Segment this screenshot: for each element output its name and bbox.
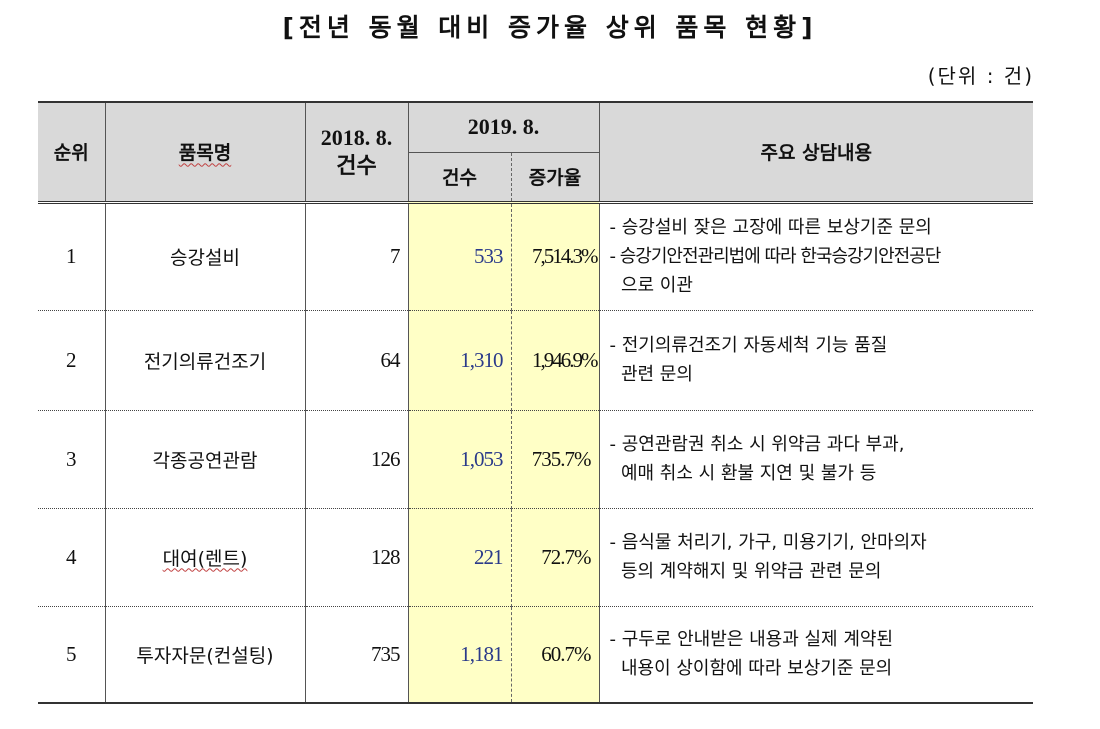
table-row: 5 투자자문(컨설팅) 735 1,181 60.7% - 구두로 안내받은 내… [38, 606, 1033, 704]
header-increase-rate: 증가율 [510, 151, 599, 204]
notes-cell: - 전기의류건조기 자동세척 기능 품질 관련 문의 [598, 310, 1033, 411]
rank-cell: 4 [38, 508, 105, 607]
item-cell: 각종공연관람 [104, 410, 305, 509]
header-details: 주요 상담내용 [598, 101, 1033, 204]
notes-cell: - 음식물 처리기, 가구, 미용기기, 안마의자 등의 계약해지 및 위약금 … [598, 508, 1033, 607]
note-line: 예매 취소 시 환불 지연 및 불가 등 [609, 463, 877, 484]
notes-cell: - 구두로 안내받은 내용과 실제 계약된 내용이 상이함에 따라 보상기준 문… [598, 606, 1033, 704]
item-label: 대여(렌트) [162, 547, 248, 570]
prev-count-cell: 7 [304, 202, 408, 311]
curr-count-cell: 1,053 [407, 410, 511, 509]
item-cell: 대여(렌트) [104, 508, 305, 607]
table-row: 4 대여(렌트) 128 221 72.7% - 음식물 처리기, 가구, 미용… [38, 508, 1033, 607]
rate-cell: 72.7% [510, 508, 599, 607]
curr-count-cell: 221 [407, 508, 511, 607]
note-line: 내용이 상이함에 따라 보상기준 문의 [609, 658, 893, 680]
table-row: 2 전기의류건조기 64 1,310 1,946.9% - 전기의류건조기 자동… [38, 310, 1033, 411]
header-curr-year: 2019. 8. [407, 101, 599, 152]
note-line: - 전기의류건조기 자동세척 기능 품질 [609, 335, 888, 356]
note-line: - 공연관람권 취소 시 위약금 과다 부과, [609, 434, 905, 455]
curr-count-cell: 1,310 [407, 310, 511, 411]
header-item: 품목명 [104, 101, 305, 204]
item-cell: 투자자문(컨설팅) [104, 606, 305, 704]
rate-cell: 60.7% [510, 606, 599, 704]
item-cell: 승강설비 [104, 202, 305, 311]
note-line: 으로 이관 [609, 275, 693, 296]
rank-cell: 3 [38, 410, 105, 509]
rate-cell: 735.7% [510, 410, 599, 509]
unit-label: (단위 : 건) [927, 64, 1034, 88]
curr-count-cell: 533 [407, 202, 511, 311]
note-line: 관련 문의 [609, 364, 693, 385]
prev-count-cell: 735 [304, 606, 408, 704]
header-item-label: 품목명 [178, 142, 232, 165]
note-line: - 승강설비 잦은 고장에 따른 보상기준 문의 [609, 217, 932, 238]
prev-count-cell: 126 [304, 410, 408, 509]
note-line: - 구두로 안내받은 내용과 실제 계약된 [609, 629, 894, 651]
rank-cell: 2 [38, 310, 105, 411]
header-prev-year-count: 건수 [336, 152, 377, 178]
rank-cell: 1 [38, 202, 105, 311]
prev-count-cell: 128 [304, 508, 408, 607]
notes-cell: - 승강설비 잦은 고장에 따른 보상기준 문의 - 승강기안전관리법에 따라 … [598, 202, 1033, 311]
note-line: - 음식물 처리기, 가구, 미용기기, 안마의자 [609, 532, 927, 553]
header-prev-year-date: 2018. 8. [320, 124, 393, 150]
item-cell: 전기의류건조기 [104, 310, 305, 411]
curr-count-cell: 1,181 [407, 606, 511, 704]
header-prev-year: 2018. 8. 건수 [304, 101, 408, 204]
page-title: [전년 동월 대비 증가율 상위 품목 현황] [282, 13, 818, 42]
prev-count-cell: 64 [304, 310, 408, 411]
rate-cell: 1,946.9% [510, 310, 599, 411]
table-row: 1 승강설비 7 533 7,514.3% - 승강설비 잦은 고장에 따른 보… [38, 202, 1033, 311]
rate-cell: 7,514.3% [510, 202, 599, 311]
header-rank: 순위 [38, 101, 105, 204]
header-curr-count: 건수 [407, 151, 511, 204]
rank-cell: 5 [38, 606, 105, 704]
note-line: - 승강기안전관리법에 따라 한국승강기안전공단 [609, 246, 942, 267]
increase-rate-table: 순위 품목명 2018. 8. 건수 2019. 8. 주요 상담내용 건수 증… [38, 101, 1033, 704]
note-line: 등의 계약해지 및 위약금 관련 문의 [609, 561, 882, 582]
table-row: 3 각종공연관람 126 1,053 735.7% - 공연관람권 취소 시 위… [38, 410, 1033, 509]
notes-cell: - 공연관람권 취소 시 위약금 과다 부과, 예매 취소 시 환불 지연 및 … [598, 410, 1033, 509]
